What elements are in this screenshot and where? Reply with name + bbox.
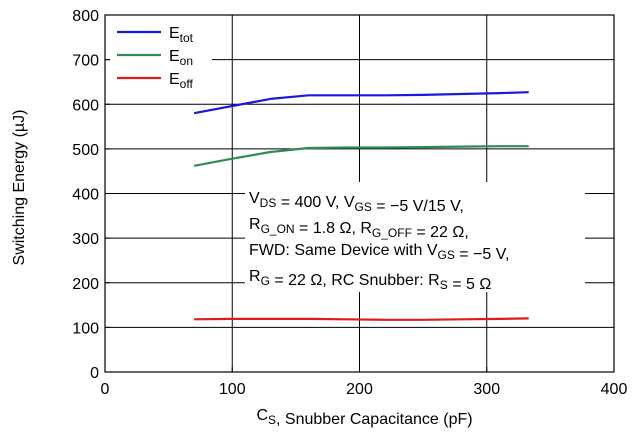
y-axis-title: Switching Energy (µJ) [11, 110, 28, 266]
x-tick-label: 400 [601, 381, 628, 398]
y-tick-label: 800 [72, 8, 99, 25]
conditions-line: RG = 22 Ω, RC Snubber: RS = 5 Ω [249, 268, 491, 293]
conditions-annotation-background [245, 182, 585, 292]
x-tick-label: 300 [473, 381, 500, 398]
y-tick-label: 500 [72, 142, 99, 159]
series-lines [193, 91, 529, 321]
x-tick-label: 0 [101, 381, 110, 398]
series-line-on [193, 145, 529, 167]
x-axis-title: CS, Snubber Capacitance (pF) [256, 407, 472, 428]
y-tick-label: 400 [72, 187, 99, 204]
series-line-tot [193, 91, 529, 115]
y-tick-label: 200 [72, 276, 99, 293]
conditions-annotation: VDS = 400 V, VGS = −5 V/15 V,RG_ON = 1.8… [249, 190, 509, 293]
legend-label-on: Eon [169, 48, 193, 68]
y-tick-label: 0 [90, 365, 99, 382]
axis-ticks: 0 100 200 300 400 0 100 200 300 400 500 600 700 800 [72, 8, 627, 398]
y-tick-label: 600 [72, 97, 99, 114]
conditions-line: RG_ON = 1.8 Ω, RG_OFF = 22 Ω, [249, 216, 469, 241]
legend-background [110, 19, 212, 95]
y-tick-label: 300 [72, 231, 99, 248]
legend-label-tot: Etot [169, 25, 194, 45]
x-tick-label: 100 [219, 381, 246, 398]
legend: Etot Eon Eoff [110, 19, 212, 95]
series-line-off [194, 317, 529, 321]
x-tick-label: 200 [346, 381, 373, 398]
conditions-line: VDS = 400 V, VGS = −5 V/15 V, [249, 190, 464, 215]
conditions-line: FWD: Same Device with VGS = −5 V, [249, 242, 509, 263]
y-tick-label: 100 [72, 320, 99, 337]
y-tick-label: 700 [72, 53, 99, 70]
legend-label-off: Eoff [169, 71, 193, 91]
